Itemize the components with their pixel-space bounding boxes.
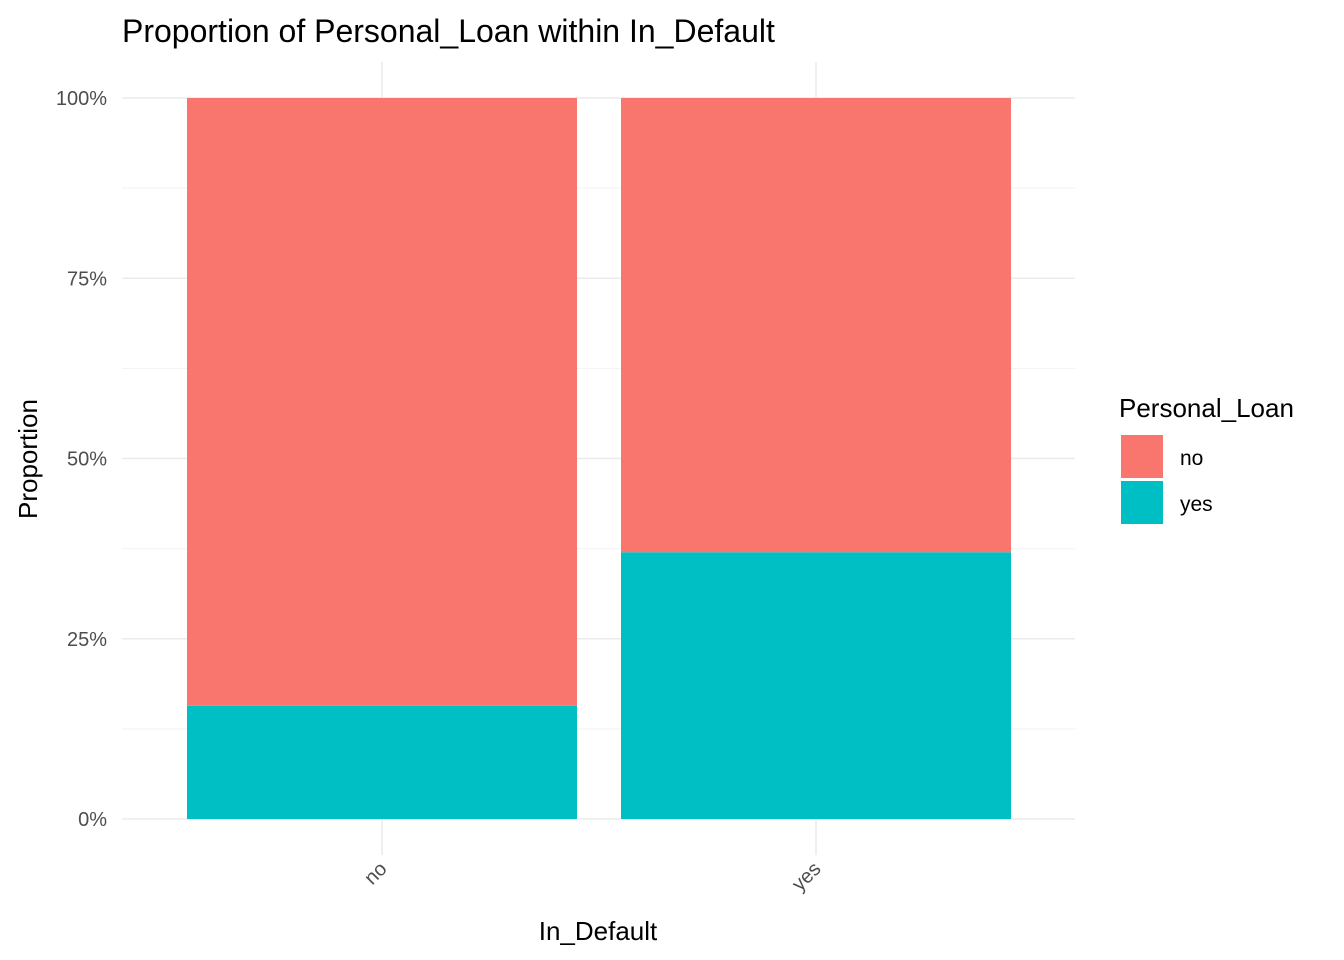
y-tick-label: 50% (67, 449, 107, 471)
y-tick-label: 0% (78, 809, 107, 831)
legend: Personal_Loan no yes (1119, 393, 1294, 524)
legend-item-yes: yes (1121, 481, 1213, 524)
legend-key-no (1121, 435, 1163, 478)
y-axis-ticks: 0% 25% 50% 75% 100% (56, 88, 107, 831)
legend-label: yes (1180, 493, 1213, 516)
x-axis-title: In_Default (539, 916, 658, 946)
bar-yes-no (621, 98, 1011, 553)
y-axis-title: Proportion (13, 399, 43, 519)
legend-label: no (1180, 447, 1203, 470)
x-tick-label: yes (788, 858, 826, 896)
legend-items: no yes (1121, 435, 1213, 524)
bar-no-yes (187, 705, 577, 819)
legend-title: Personal_Loan (1119, 393, 1294, 423)
y-tick-label: 100% (56, 88, 107, 110)
chart-title: Proportion of Personal_Loan within In_De… (122, 13, 775, 49)
legend-key-yes (1121, 481, 1163, 524)
bars (187, 98, 1011, 819)
x-axis-ticks: no yes (360, 858, 825, 896)
bar-yes-yes (621, 552, 1011, 819)
y-tick-label: 75% (67, 268, 107, 290)
x-tick-label: no (360, 858, 391, 889)
legend-item-no: no (1121, 435, 1203, 478)
bar-no-no (187, 98, 577, 706)
y-tick-label: 25% (67, 629, 107, 651)
